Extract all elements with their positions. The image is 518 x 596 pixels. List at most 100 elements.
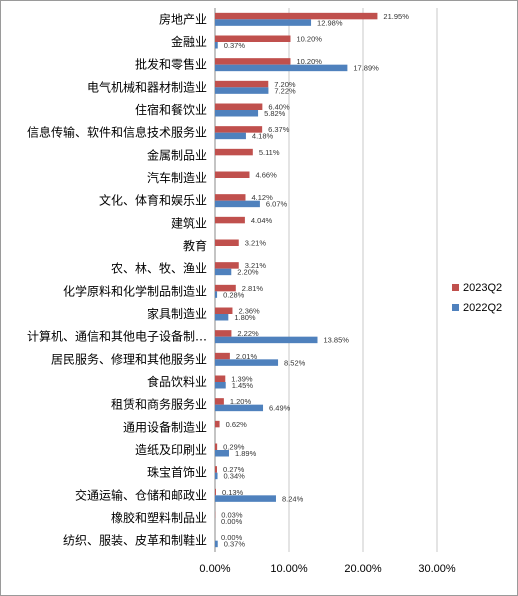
data-label: 5.82% (264, 109, 286, 118)
data-label: 7.20% (274, 80, 296, 89)
bar-2023Q2 (215, 171, 250, 178)
data-label: 0.37% (224, 540, 246, 549)
category-label: 信息传输、软件和信息技术服务业 (27, 125, 207, 140)
category-label: 纺织、服装、皮革和制鞋业 (63, 533, 207, 548)
data-label: 0.27% (223, 465, 245, 474)
data-label: 0.28% (223, 290, 245, 299)
bar-2023Q2 (215, 12, 378, 20)
bar-2022Q2 (215, 359, 279, 366)
legend-label: 2023Q2 (463, 282, 502, 294)
bar-2023Q2 (215, 80, 269, 88)
bar-2022Q2 (215, 110, 259, 117)
data-label: 1.45% (232, 381, 254, 390)
bar-2023Q2 (215, 330, 232, 337)
category-label: 珠宝首饰业 (147, 466, 207, 480)
category-labels: 房地产业金融业批发和零售业电气机械和器材制造业住宿和餐饮业信息传输、软件和信息技… (27, 11, 207, 547)
data-label: 4.66% (255, 171, 277, 180)
category-label: 文化、体育和娱乐业 (99, 193, 207, 208)
x-tick-label: 30.00% (418, 563, 456, 575)
bar-2023Q2 (215, 194, 246, 201)
category-label: 交通运输、仓储和邮政业 (75, 487, 207, 502)
data-label: 6.40% (268, 103, 290, 112)
bar-2023Q2 (215, 466, 217, 473)
category-label: 计算机、通信和其他电子设备制… (27, 329, 207, 344)
category-label: 食品饮料业 (147, 374, 207, 389)
category-label: 教育 (183, 238, 207, 253)
data-label: 4.04% (251, 216, 273, 225)
data-label: 4.18% (252, 132, 274, 141)
category-label: 住宿和餐饮业 (135, 102, 207, 117)
data-label: 2.20% (237, 268, 259, 277)
data-label: 6.37% (268, 125, 290, 134)
category-label: 橡胶和塑料制品业 (111, 510, 207, 525)
data-label: 0.00% (221, 533, 243, 542)
legend-label: 2022Q2 (463, 302, 502, 314)
data-label: 0.29% (223, 443, 245, 452)
data-label: 3.21% (245, 239, 267, 248)
bars: 21.95% 10.20% 10.20% 7.20% 6.40% 6.37% 5.11% 4.… (215, 12, 409, 549)
grid-lines (214, 8, 438, 552)
category-label: 金属制品业 (147, 147, 207, 162)
bar-2023Q2 (215, 420, 220, 428)
bar-2023Q2 (215, 239, 239, 246)
data-label: 17.89% (353, 64, 379, 73)
data-label: 5.11% (259, 148, 280, 157)
bar-2022Q2 (215, 19, 312, 26)
bar-2022Q2 (215, 64, 348, 72)
bar-2022Q2 (215, 472, 218, 480)
bar-2022Q2 (215, 495, 276, 502)
bar-2022Q2 (215, 540, 218, 548)
data-label: 0.13% (222, 488, 244, 497)
legend-swatch (452, 284, 459, 291)
category-label: 房地产业 (159, 11, 207, 26)
legend: 2023Q2 2022Q2 (452, 282, 502, 314)
x-tick-label: 0.00% (199, 563, 230, 575)
bar-2023Q2 (215, 352, 230, 360)
data-label: 6.07% (266, 200, 288, 209)
bar-2022Q2 (215, 336, 318, 344)
data-label: 2.01% (236, 352, 258, 361)
category-label: 租赁和商务服务业 (111, 397, 207, 412)
data-label: 7.22% (274, 86, 296, 95)
category-label: 建筑业 (171, 215, 207, 230)
category-label: 通用设备制造业 (123, 420, 207, 434)
data-label: 1.39% (231, 375, 253, 384)
bar-2023Q2 (215, 126, 263, 133)
bar-2023Q2 (215, 284, 236, 292)
bar-2022Q2 (215, 132, 246, 140)
data-label: 2.22% (237, 329, 259, 338)
data-label: 1.20% (230, 397, 252, 406)
bar-2022Q2 (215, 268, 232, 276)
data-label: 0.03% (221, 511, 243, 520)
bar-2022Q2 (215, 404, 264, 412)
data-label: 2.36% (238, 307, 260, 316)
bar-2023Q2 (215, 443, 218, 450)
data-label: 0.62% (226, 420, 248, 429)
bar-2022Q2 (215, 42, 218, 49)
data-label: 8.24% (282, 494, 304, 503)
category-label: 批发和零售业 (135, 57, 207, 72)
bar-2023Q2 (215, 375, 226, 382)
data-label: 12.98% (317, 18, 343, 27)
bar-2022Q2 (215, 291, 218, 298)
category-label: 居民服务、修理和其他服务业 (51, 351, 207, 366)
bar-2023Q2 (215, 216, 245, 224)
bar-2023Q2 (215, 398, 224, 405)
bar-2023Q2 (215, 307, 233, 314)
data-label: 6.49% (269, 404, 291, 413)
data-label: 8.52% (284, 358, 306, 367)
category-label: 化学原料和化学制品制造业 (63, 283, 207, 298)
data-label: 0.34% (224, 472, 246, 481)
bar-2023Q2 (215, 58, 291, 65)
data-label: 3.21% (245, 261, 267, 270)
x-tick-label: 10.00% (270, 563, 308, 575)
legend-swatch (452, 304, 459, 311)
bar-2023Q2 (215, 35, 291, 42)
bar-2022Q2 (215, 200, 260, 208)
bar-2022Q2 (215, 314, 229, 321)
category-label: 电气机械和器材制造业 (87, 79, 207, 94)
bar-2023Q2 (215, 103, 263, 110)
category-label: 家具制造业 (147, 306, 207, 321)
category-label: 金融业 (171, 34, 207, 49)
